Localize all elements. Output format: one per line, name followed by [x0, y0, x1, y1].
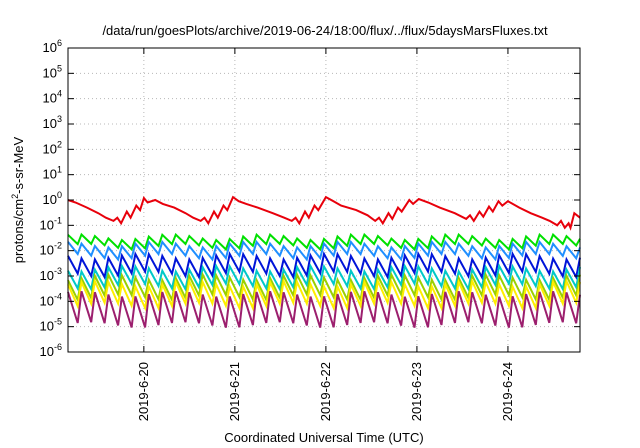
y-tick-label: 106: [43, 38, 62, 55]
series-line-6: [67, 271, 581, 304]
y-tick-label: 101: [43, 165, 62, 182]
series-line-3: [67, 239, 581, 262]
y-tick-label: 102: [43, 139, 62, 156]
y-axis-label: protons/cm2-s-sr-MeV: [10, 136, 26, 263]
x-axis-label: Coordinated Universal Time (UTC): [224, 430, 423, 445]
y-tick-label: 10-1: [40, 215, 62, 232]
x-tick-label: 2019-6-24: [500, 362, 515, 421]
x-axis: 2019-6-20 2019-6-21 2019-6-22 2019-6-23 2019…: [136, 48, 515, 421]
series-line-8: [67, 291, 581, 328]
y-tick-label: 100: [43, 190, 62, 207]
x-tick-label: 2019-6-22: [318, 362, 333, 421]
y-axis: 10-6 10-5 10-4 10-3 10-2 10-1 100 101 102 103 104 1…: [40, 38, 580, 359]
y-tick-label: 10-2: [40, 241, 62, 258]
series-line-4: [67, 250, 581, 281]
x-tick-label: 2019-6-23: [409, 362, 424, 421]
chart-title: /data/run/goesPlots/archive/2019-06-24/1…: [102, 23, 548, 38]
x-tick-label: 2019-6-21: [227, 362, 242, 421]
series-line-2: [67, 232, 581, 252]
series-line-1: [67, 195, 581, 231]
series-group: [67, 195, 581, 328]
y-tick-label: 105: [43, 63, 62, 80]
y-tick-label: 10-5: [40, 317, 62, 334]
series-line-5: [67, 263, 581, 293]
y-tick-label: 104: [43, 89, 62, 106]
y-tick-label: 103: [43, 114, 62, 131]
x-tick-label: 2019-6-20: [136, 362, 151, 421]
y-tick-label: 10-6: [40, 342, 62, 359]
y-tick-label: 10-3: [40, 266, 62, 283]
series-line-7: [67, 277, 581, 312]
y-tick-label: 10-4: [40, 291, 62, 308]
